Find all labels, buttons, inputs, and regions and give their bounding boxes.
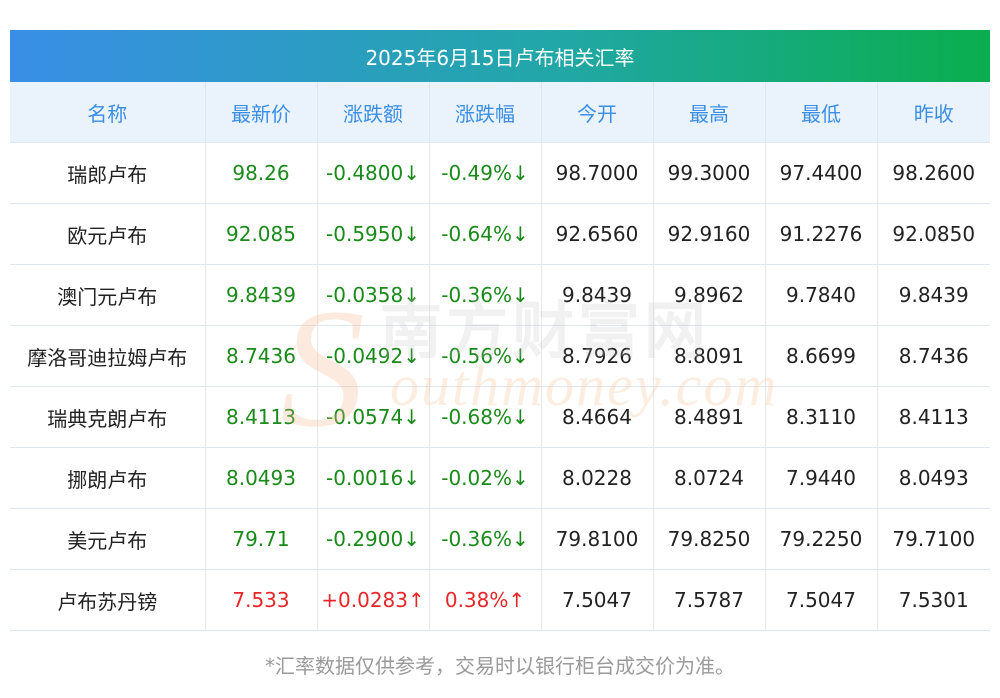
cell-open: 79.8100 [540,508,653,570]
cell-prev-close: 92.0850 [876,203,990,265]
header-name: 名称 [10,82,205,143]
cell-high: 7.5787 [652,569,765,631]
exchange-rate-table: 名称 最新价 涨跌额 涨跌幅 今开 最高 最低 昨收 瑞郎卢布 98.26 -0… [10,82,990,631]
cell-prev-close: 79.7100 [876,508,990,570]
cell-low: 7.9440 [764,447,877,509]
cell-prev-close: 8.4113 [876,386,990,448]
cell-latest: 8.4113 [204,386,317,448]
cell-prev-close: 7.5301 [876,569,990,631]
cell-change: +0.0283↑ [316,569,429,631]
cell-open: 92.6560 [540,203,653,265]
cell-change-pct: 0.38%↑ [428,569,541,631]
cell-name: 瑞典克朗卢布 [10,386,205,448]
cell-latest: 7.533 [204,569,317,631]
table-row: 美元卢布 79.71 -0.2900↓ -0.36%↓ 79.8100 79.8… [10,508,990,570]
cell-latest: 98.26 [204,142,317,204]
cell-high: 8.4891 [652,386,765,448]
header-low: 最低 [764,82,877,143]
cell-low: 97.4400 [764,142,877,204]
cell-high: 8.8091 [652,325,765,387]
cell-prev-close: 98.2600 [876,142,990,204]
cell-low: 8.3110 [764,386,877,448]
cell-prev-close: 8.7436 [876,325,990,387]
header-high: 最高 [652,82,765,143]
cell-low: 91.2276 [764,203,877,265]
cell-high: 8.0724 [652,447,765,509]
cell-high: 92.9160 [652,203,765,265]
cell-change-pct: -0.36%↓ [428,264,541,326]
cell-name: 挪朗卢布 [10,447,205,509]
disclaimer-footer: *汇率数据仅供参考，交易时以银行柜台成交价为准。 [265,654,735,678]
header-open: 今开 [540,82,653,143]
cell-latest: 79.71 [204,508,317,570]
cell-prev-close: 8.0493 [876,447,990,509]
cell-open: 98.7000 [540,142,653,204]
cell-change: -0.0492↓ [316,325,429,387]
cell-latest: 92.085 [204,203,317,265]
table-row: 瑞郎卢布 98.26 -0.4800↓ -0.49%↓ 98.7000 99.3… [10,142,990,204]
cell-change: -0.0574↓ [316,386,429,448]
cell-latest: 8.0493 [204,447,317,509]
cell-change: -0.2900↓ [316,508,429,570]
cell-low: 79.2250 [764,508,877,570]
table-row: 摩洛哥迪拉姆卢布 8.7436 -0.0492↓ -0.56%↓ 8.7926 … [10,325,990,387]
cell-change: -0.0358↓ [316,264,429,326]
cell-low: 9.7840 [764,264,877,326]
cell-change: -0.0016↓ [316,447,429,509]
cell-name: 卢布苏丹镑 [10,569,205,631]
cell-change-pct: -0.56%↓ [428,325,541,387]
cell-high: 9.8962 [652,264,765,326]
cell-change-pct: -0.64%↓ [428,203,541,265]
cell-change-pct: -0.02%↓ [428,447,541,509]
table-row: 瑞典克朗卢布 8.4113 -0.0574↓ -0.68%↓ 8.4664 8.… [10,386,990,448]
cell-low: 8.6699 [764,325,877,387]
table-row: 挪朗卢布 8.0493 -0.0016↓ -0.02%↓ 8.0228 8.07… [10,447,990,509]
table-row: 卢布苏丹镑 7.533 +0.0283↑ 0.38%↑ 7.5047 7.578… [10,569,990,631]
cell-change-pct: -0.49%↓ [428,142,541,204]
cell-open: 7.5047 [540,569,653,631]
header-change-pct: 涨跌幅 [428,82,541,143]
cell-open: 8.0228 [540,447,653,509]
header-change: 涨跌额 [316,82,429,143]
cell-name: 摩洛哥迪拉姆卢布 [10,325,205,387]
cell-name: 澳门元卢布 [10,264,205,326]
cell-open: 9.8439 [540,264,653,326]
cell-high: 79.8250 [652,508,765,570]
cell-change: -0.4800↓ [316,142,429,204]
cell-change-pct: -0.68%↓ [428,386,541,448]
table-title: 2025年6月15日卢布相关汇率 [10,30,990,82]
cell-latest: 8.7436 [204,325,317,387]
cell-open: 8.4664 [540,386,653,448]
header-latest: 最新价 [204,82,317,143]
table-header-row: 名称 最新价 涨跌额 涨跌幅 今开 最高 最低 昨收 [10,82,990,143]
cell-high: 99.3000 [652,142,765,204]
cell-name: 瑞郎卢布 [10,142,205,204]
cell-low: 7.5047 [764,569,877,631]
cell-change-pct: -0.36%↓ [428,508,541,570]
cell-latest: 9.8439 [204,264,317,326]
cell-change: -0.5950↓ [316,203,429,265]
header-prev-close: 昨收 [876,82,990,143]
cell-name: 欧元卢布 [10,203,205,265]
table-row: 澳门元卢布 9.8439 -0.0358↓ -0.36%↓ 9.8439 9.8… [10,264,990,326]
cell-name: 美元卢布 [10,508,205,570]
table-row: 欧元卢布 92.085 -0.5950↓ -0.64%↓ 92.6560 92.… [10,203,990,265]
cell-open: 8.7926 [540,325,653,387]
cell-prev-close: 9.8439 [876,264,990,326]
